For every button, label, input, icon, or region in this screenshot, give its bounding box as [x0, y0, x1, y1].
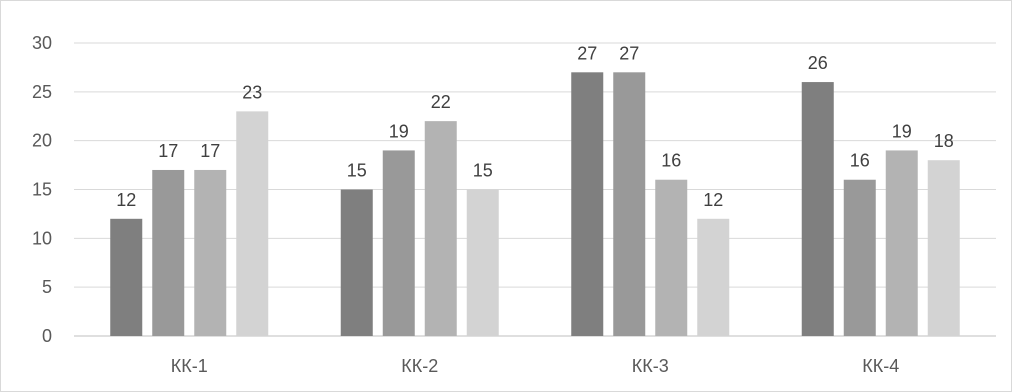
data-label: 27 — [619, 43, 639, 63]
y-tick-label: 0 — [42, 326, 52, 346]
bar-series-3-1 — [194, 169, 227, 336]
bar-series-1-2 — [340, 189, 373, 336]
y-axis-ticks: 0 5 10 15 20 25 30 — [32, 33, 52, 346]
data-label: 26 — [808, 53, 828, 73]
data-label: 16 — [661, 151, 681, 171]
bar-series-2-3 — [613, 72, 646, 337]
data-labels: 12 17 17 23 15 19 22 15 27 27 16 12 26 16 19 18 — [116, 43, 954, 210]
x-category-label: КК-3 — [632, 356, 669, 376]
data-label: 18 — [934, 131, 954, 151]
data-label: 19 — [892, 121, 912, 141]
bar-series-4-1 — [236, 111, 269, 336]
bars — [110, 72, 960, 337]
bar-series-4-4 — [927, 160, 960, 336]
y-tick-label: 10 — [32, 228, 52, 248]
data-label: 12 — [116, 190, 136, 210]
bar-series-3-3 — [655, 179, 688, 336]
y-tick-label: 25 — [32, 82, 52, 102]
data-label: 16 — [850, 151, 870, 171]
bar-series-3-4 — [885, 150, 918, 336]
x-category-label: КК-4 — [862, 356, 899, 376]
bar-series-3-2 — [424, 121, 457, 336]
bar-series-1-4 — [801, 82, 834, 336]
data-label: 27 — [577, 43, 597, 63]
y-tick-label: 20 — [32, 131, 52, 151]
bar-series-4-2 — [466, 189, 499, 336]
data-label: 15 — [347, 161, 367, 181]
data-label: 22 — [431, 92, 451, 112]
bar-series-1-1 — [110, 218, 143, 336]
bar-series-4-3 — [697, 218, 730, 336]
data-label: 23 — [242, 82, 262, 102]
data-label: 19 — [389, 121, 409, 141]
data-label: 12 — [703, 190, 723, 210]
data-label: 17 — [200, 141, 220, 161]
y-tick-label: 15 — [32, 180, 52, 200]
gridlines — [74, 42, 996, 337]
data-label: 17 — [158, 141, 178, 161]
y-tick-label: 30 — [32, 33, 52, 53]
bar-series-2-1 — [152, 169, 185, 336]
bar-series-2-4 — [843, 179, 876, 336]
y-tick-label: 5 — [42, 277, 52, 297]
bar-series-1-3 — [571, 72, 604, 337]
x-category-label: КК-2 — [401, 356, 438, 376]
data-label: 15 — [473, 161, 493, 181]
x-axis-categories: КК-1 КК-2 КК-3 КК-4 — [171, 356, 899, 376]
bar-series-2-2 — [382, 150, 415, 336]
x-category-label: КК-1 — [171, 356, 208, 376]
